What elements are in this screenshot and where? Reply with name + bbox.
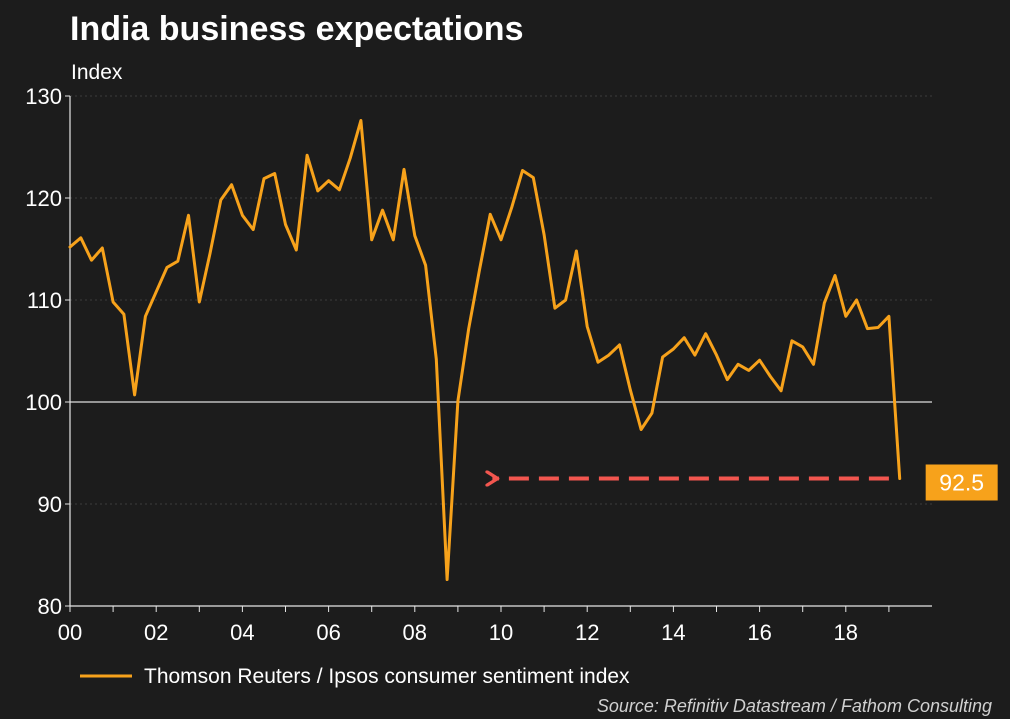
- y-tick-label-120: 120: [25, 186, 62, 211]
- axes: [65, 95, 932, 612]
- series-line-0: [68, 119, 902, 581]
- y-tick-label-130: 130: [25, 84, 62, 109]
- annotation-layer: 92.5: [492, 464, 998, 501]
- y-tick-labels: 80 90 100 110 120 130: [25, 84, 62, 619]
- callout-value-label: 92.5: [939, 470, 984, 496]
- x-tick-label-02: 02: [144, 620, 168, 645]
- x-tick-label-12: 12: [575, 620, 599, 645]
- x-tick-label-10: 10: [489, 620, 513, 645]
- gridlines: [70, 95, 932, 505]
- x-tick-label-04: 04: [230, 620, 254, 645]
- x-tick-label-14: 14: [661, 620, 685, 645]
- y-tick-label-110: 110: [27, 288, 62, 313]
- y-tick-label-80: 80: [38, 594, 62, 619]
- callout-value-box: [925, 464, 998, 501]
- x-tick-label-06: 06: [316, 620, 340, 645]
- legend: Thomson Reuters / Ipsos consumer sentime…: [80, 665, 630, 688]
- x-tick-label-18: 18: [834, 620, 858, 645]
- chart-title: India business expectations: [70, 10, 523, 48]
- y-tick-label-90: 90: [38, 492, 62, 517]
- series-layer: [68, 119, 902, 581]
- y-axis-label: Index: [71, 61, 123, 84]
- x-tick-labels: 00 02 04 06 08 10 12 14 16 18: [58, 620, 858, 645]
- x-tick-label-08: 08: [403, 620, 427, 645]
- source-note: Source: Refinitiv Datastream / Fathom Co…: [597, 696, 992, 716]
- legend-label: Thomson Reuters / Ipsos consumer sentime…: [144, 665, 630, 688]
- x-tick-label-00: 00: [58, 620, 82, 645]
- x-tick-label-16: 16: [747, 620, 771, 645]
- y-tick-label-100: 100: [25, 390, 62, 415]
